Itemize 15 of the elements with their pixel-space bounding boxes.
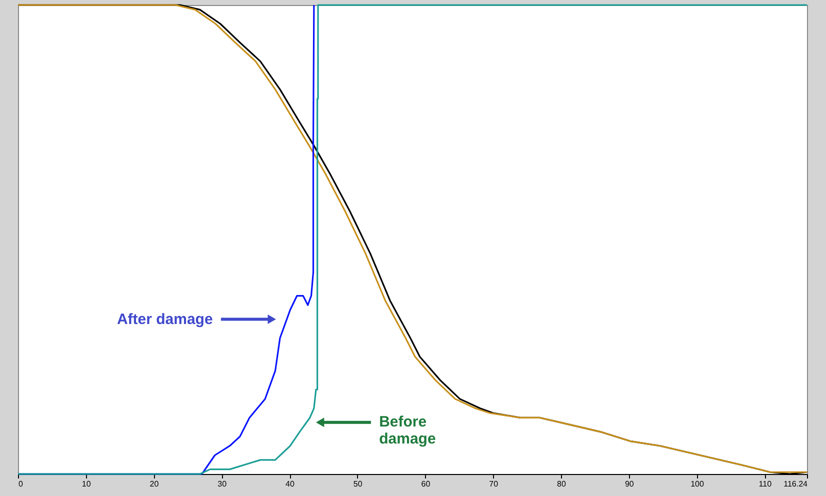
x-tick-label: 100: [690, 480, 704, 488]
x-tick-label: 110: [758, 480, 772, 488]
x-tick-label: 50: [353, 480, 363, 488]
x-tick-label: 40: [286, 480, 296, 488]
x-tick-label: 30: [218, 480, 228, 488]
x-tick-label: 116.24: [784, 480, 808, 488]
annotation: After damage: [116, 311, 213, 328]
x-tick-label: 60: [421, 480, 431, 488]
x-tick-label: 90: [624, 480, 634, 488]
annotation: Before damage: [379, 413, 436, 448]
x-tick-label: 70: [489, 480, 499, 488]
x-tick-label: 80: [557, 480, 567, 488]
x-tick-label: 0: [18, 480, 24, 488]
x-tick-label: 20: [150, 480, 160, 488]
x-tick-label: 10: [82, 480, 92, 488]
